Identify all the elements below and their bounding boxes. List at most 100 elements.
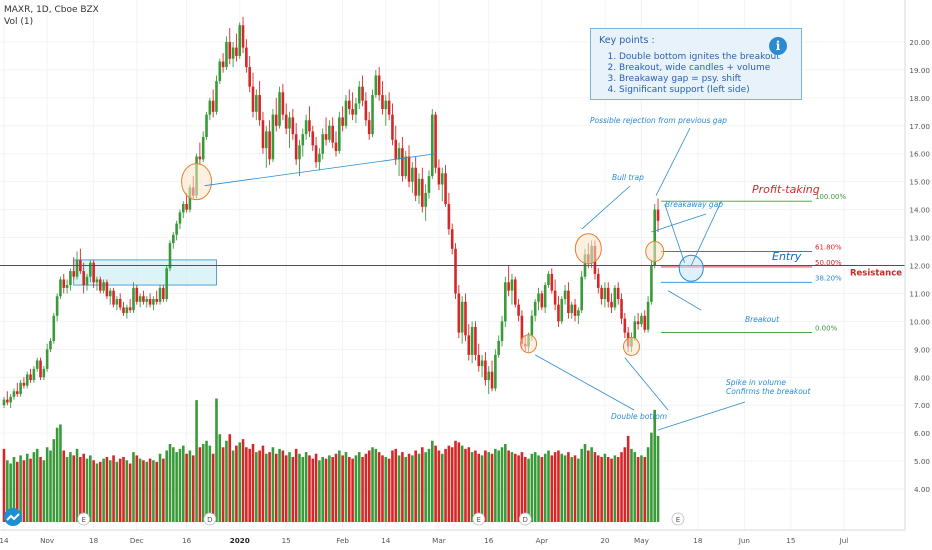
volume-bar [314,453,318,522]
volume-bar [596,455,600,522]
candle-body [82,271,85,286]
bull-trap-circle [574,233,602,265]
volume-bar [603,453,607,522]
volume-bar [507,450,510,522]
volume-bar [85,458,89,522]
volume-bar [75,448,79,522]
volume-bar [361,457,364,522]
candle-body [52,315,56,341]
support-zone [73,259,217,286]
volume-bar [221,447,225,522]
volume-bar [530,453,534,522]
candle-body [414,167,417,196]
entry-circle [678,254,704,282]
volume-bar [447,445,451,522]
volume-bar [198,447,202,522]
volume-bar [540,457,544,522]
candle-body [6,399,9,403]
candle-body [444,173,447,205]
volume-bar [504,444,507,522]
volume-bar [12,457,16,522]
candle-body [341,117,344,126]
volume-bar [324,458,328,522]
double-bottom-arrow-left [535,354,635,411]
candle-body [513,279,517,305]
candle-body [135,287,139,302]
volume-bar [430,440,434,522]
candle-body [616,287,620,300]
candle-body [274,114,278,126]
candle-body [404,156,408,177]
volume-bar [142,460,145,522]
event-marker-icon [518,512,532,526]
volume-bar [162,458,165,522]
candle-body [29,374,32,381]
tradingview-logo-icon[interactable] [4,508,22,526]
candle-body [636,321,640,325]
candle-body [547,273,550,286]
volume-bar [477,453,481,522]
price-tick-label: 17.00 [909,122,930,131]
candle-body [172,234,175,244]
candle-body [42,368,46,378]
volume-bar [215,398,218,522]
candle-body [181,204,185,213]
info-icon: i [769,37,787,55]
candle-body [145,299,149,302]
volume-bar [241,439,245,522]
volume-bar [656,435,660,522]
volume-bar [98,461,102,522]
volume-bar [172,447,175,522]
candle-body [221,61,225,68]
volume-bar [175,452,178,522]
price-tick-label: 10.00 [909,317,930,326]
volume-bar [105,457,109,522]
volume-bar [6,460,9,522]
volume-bar [381,455,384,522]
candle-body [417,178,421,196]
volume-bar [261,445,265,522]
volume-bar [543,453,547,522]
volume-bar [401,452,404,522]
event-marker-label: D [523,516,528,524]
volume-bar [347,457,351,522]
volume-bar [563,455,567,522]
volume-bar [138,458,142,522]
candle-body [440,173,444,185]
volume-bar [49,450,52,522]
volume-bar [417,453,421,522]
candle-body [115,299,119,305]
price-tick-label: 9.00 [914,345,930,354]
event-marker-icon [77,512,91,526]
date-axis: 14 Nov 18 Dec 16 2020 15 Feb 14 Mar 16 Apr 20 May 18 Ju… [0,529,905,545]
price-tick-label: 5.00 [914,457,930,466]
volume-bar [411,455,414,522]
candle-body [92,262,95,283]
volume-bar [421,447,424,522]
candle-body [577,310,580,316]
volume-bar [460,445,464,522]
volume-bar [474,450,477,522]
date-tick-label: Apr [536,536,548,545]
key-point: Significant support (left side) [619,85,793,96]
price-tick-label: 16.00 [909,150,930,159]
resistance-label: Resistance [850,269,902,279]
candle-body [238,25,242,56]
candle-body [480,360,484,367]
volume-bar [59,424,62,522]
candle-body [467,335,471,355]
fib-label: 61.80% [815,244,842,252]
volume-bar [82,453,85,522]
volume-bar [188,450,192,522]
bull-trap-arrow [581,185,631,230]
candle-body [653,209,657,266]
candle-body [142,296,145,302]
volume-bar [371,447,374,522]
volume-bar [19,455,22,522]
price-tick-label: 15.00 [909,178,930,187]
candle-body [148,299,152,305]
volume-bar [274,453,278,522]
volume-bar [284,455,288,522]
candle-body [152,299,155,305]
